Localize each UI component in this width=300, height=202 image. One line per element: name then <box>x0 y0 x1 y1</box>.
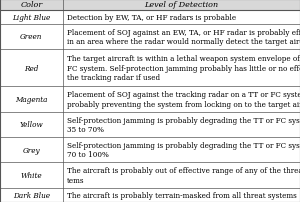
Text: Detection by EW, TA, or HF radars is probable: Detection by EW, TA, or HF radars is pro… <box>67 14 236 22</box>
Text: Grey: Grey <box>23 146 40 154</box>
Bar <box>0 163 300 188</box>
Bar <box>0 25 300 50</box>
Text: Self-protection jamming is probably degrading the TT or FC system by
35 to 70%: Self-protection jamming is probably degr… <box>67 116 300 133</box>
Bar <box>0 87 300 112</box>
Text: Magenta: Magenta <box>15 95 48 103</box>
Text: Red: Red <box>24 64 39 72</box>
Text: Yellow: Yellow <box>20 121 44 129</box>
Text: Color: Color <box>20 1 43 9</box>
Bar <box>0 188 300 202</box>
Text: Self-protection jamming is probably degrading the TT or FC system by
70 to 100%: Self-protection jamming is probably degr… <box>67 141 300 159</box>
Bar <box>0 137 300 163</box>
Bar <box>0 50 300 87</box>
Text: Placement of SOJ against an EW, TA, or HF radar is probably effective
in an area: Placement of SOJ against an EW, TA, or H… <box>67 28 300 46</box>
Text: Green: Green <box>20 33 43 41</box>
Text: The aircraft is probably terrain-masked from all threat systems: The aircraft is probably terrain-masked … <box>67 191 296 199</box>
Text: White: White <box>21 171 42 179</box>
Text: Light Blue: Light Blue <box>12 14 51 22</box>
Bar <box>0 0 300 11</box>
Text: Dark Blue: Dark Blue <box>13 191 50 199</box>
Bar <box>0 11 300 25</box>
Text: Level of Detection: Level of Detection <box>144 1 219 9</box>
Bar <box>0 112 300 137</box>
Text: The target aircraft is within a lethal weapon system envelope of a TT or
FC syst: The target aircraft is within a lethal w… <box>67 55 300 82</box>
Text: Placement of SOJ against the tracking radar on a TT or FC system is
probably pre: Placement of SOJ against the tracking ra… <box>67 90 300 108</box>
Text: The aircraft is probably out of effective range of any of the threat sys-
tems: The aircraft is probably out of effectiv… <box>67 167 300 184</box>
